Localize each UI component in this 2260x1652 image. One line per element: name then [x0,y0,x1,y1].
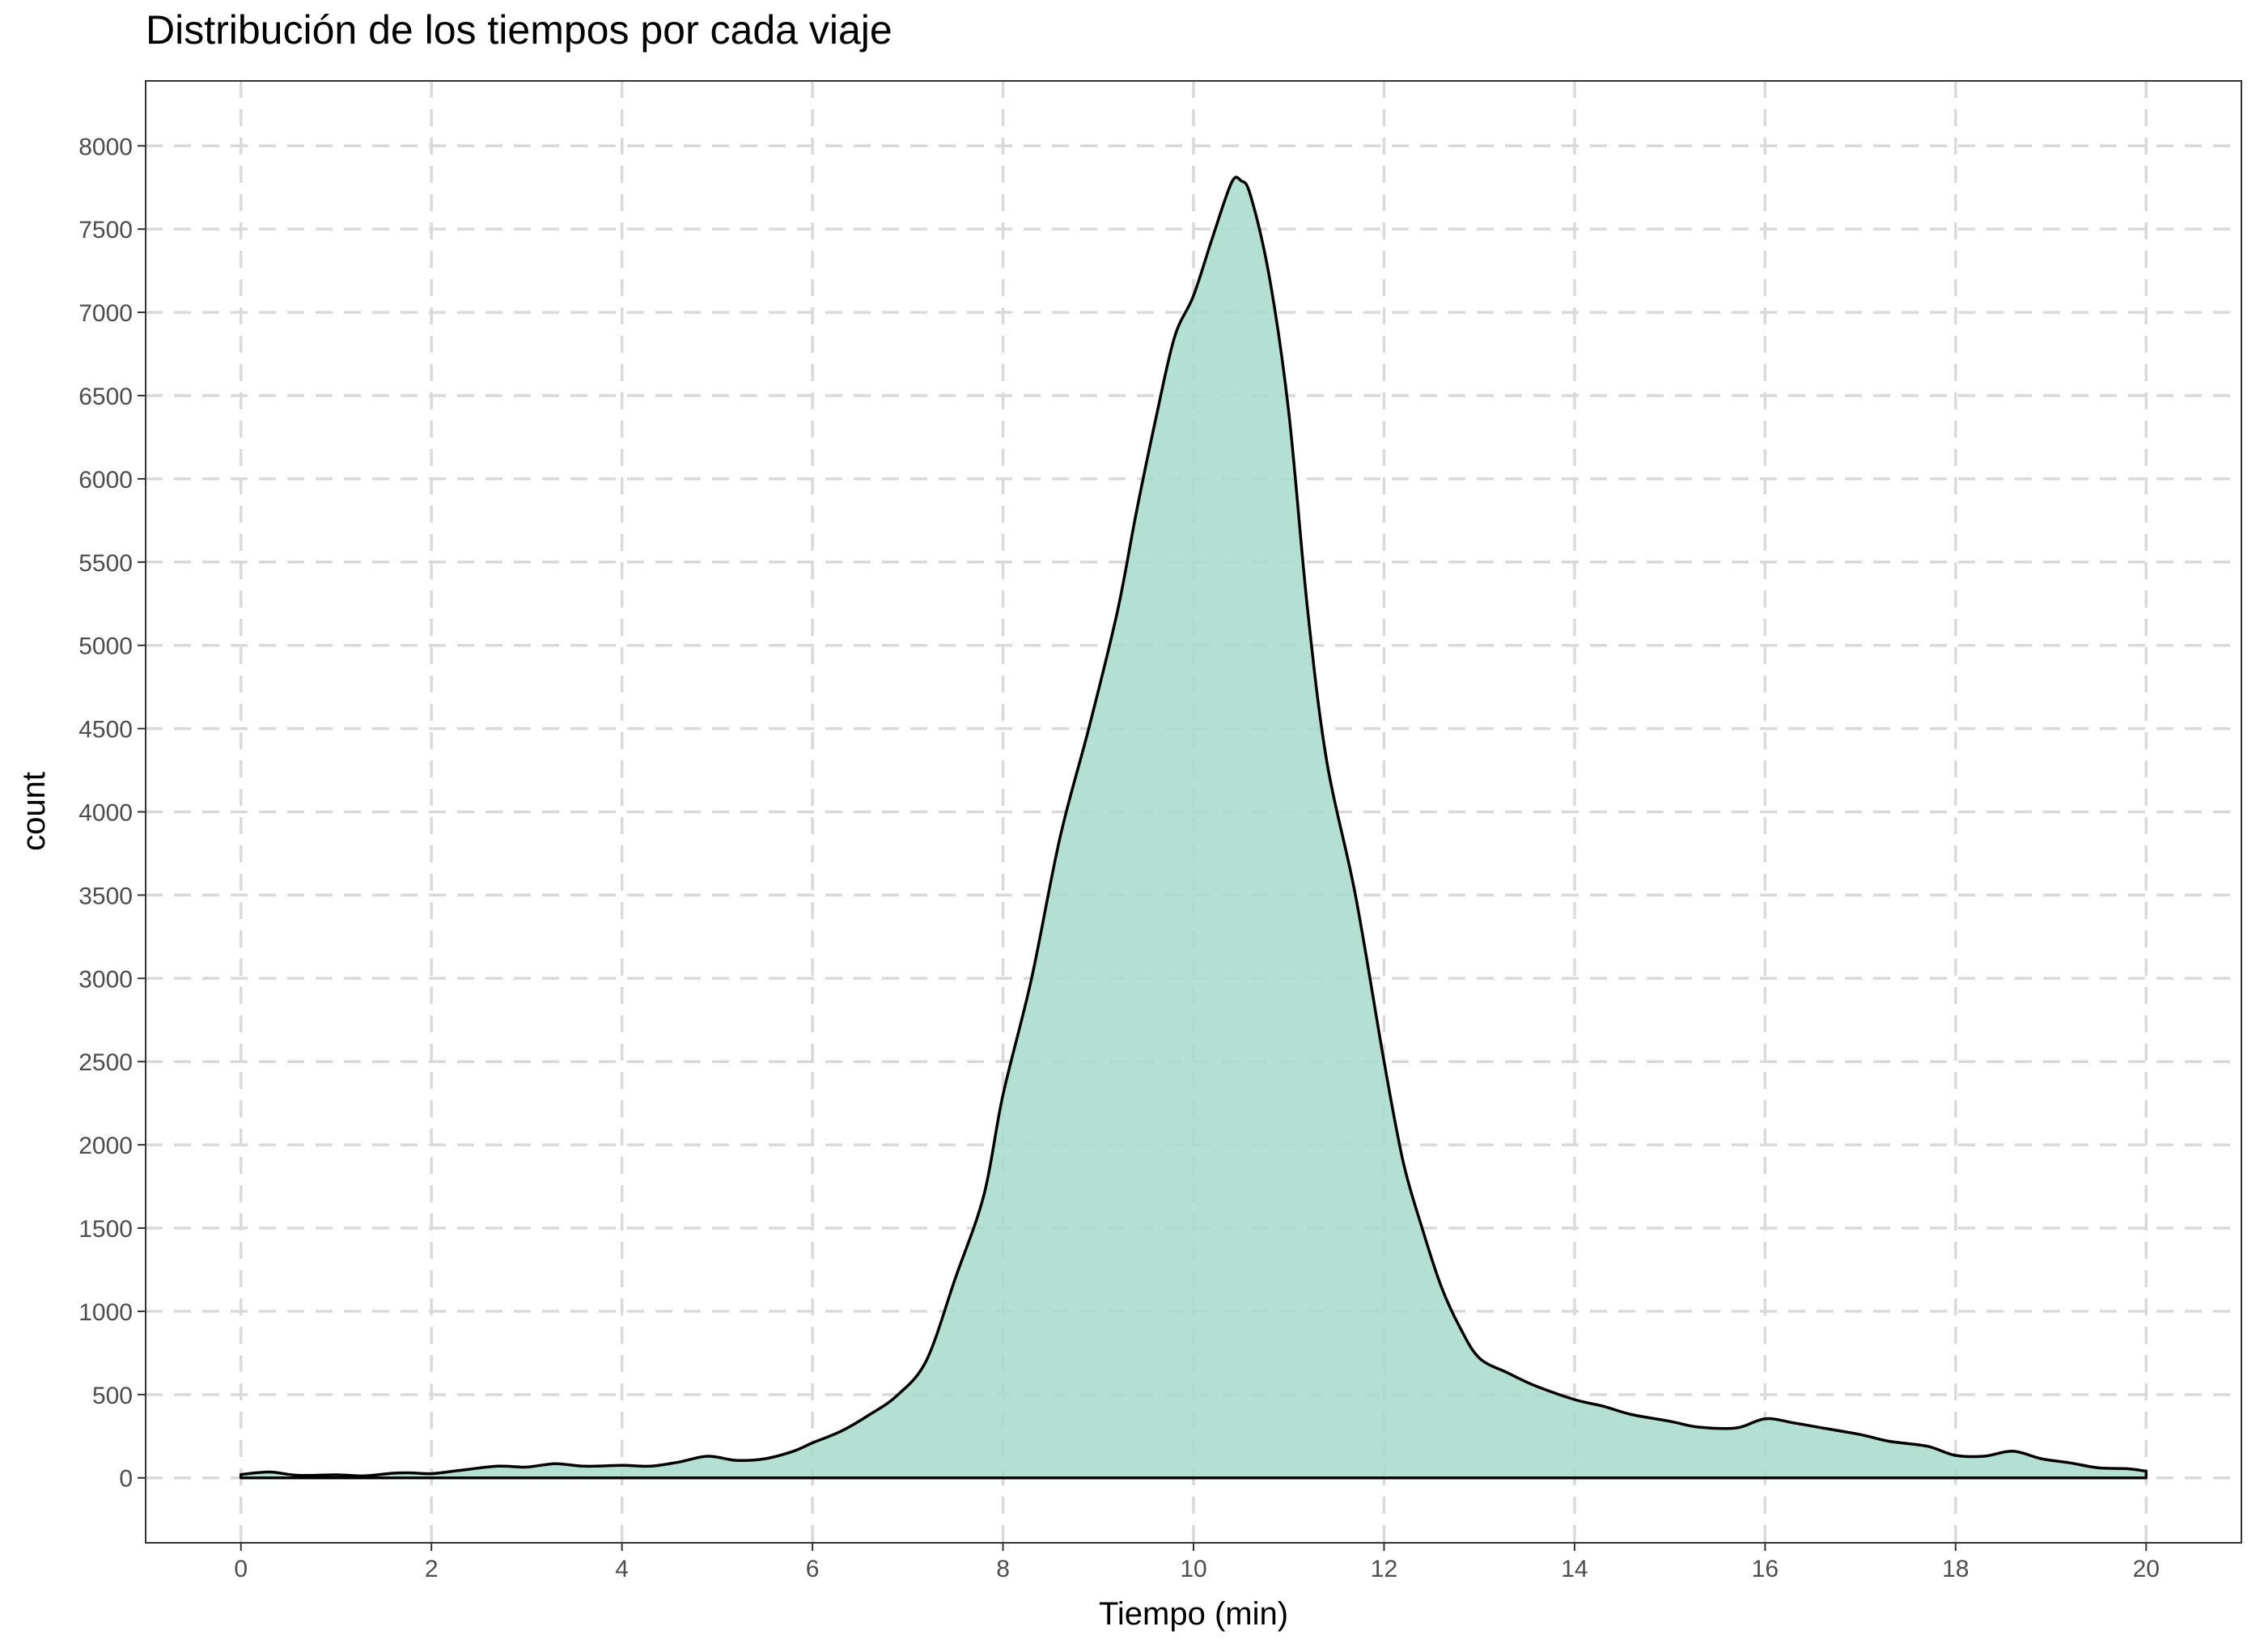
x-tick-label: 4 [615,1556,629,1582]
y-tick-label: 5000 [78,633,133,660]
x-tick-label: 8 [996,1556,1010,1582]
x-tick-label: 14 [1561,1556,1588,1582]
x-tick-label: 12 [1371,1556,1397,1582]
x-axis: 0 2 4 6 8 10 12 14 16 18 20 [234,1543,2160,1582]
y-tick-label: 2500 [78,1049,133,1076]
y-axis-title: count [16,772,52,851]
y-tick-label: 8000 [78,133,133,160]
x-tick-label: 0 [234,1556,248,1582]
y-tick-label: 6500 [78,383,133,410]
y-tick-label: 7000 [78,300,133,327]
y-tick-label: 5500 [78,550,133,577]
y-tick-label: 7500 [78,217,133,244]
density-area [239,176,2148,1480]
y-tick-label: 4000 [78,800,133,827]
x-tick-label: 2 [425,1556,439,1582]
x-tick-label: 6 [806,1556,820,1582]
y-tick-label: 3500 [78,883,133,909]
y-tick-label: 6000 [78,467,133,493]
y-tick-label: 0 [119,1466,133,1493]
x-axis-title: Tiempo (min) [1099,1596,1288,1632]
y-tick-label: 500 [92,1383,133,1409]
y-axis: 0 500 1000 1500 2000 2500 3000 3500 4000 4500 5000… [78,133,146,1493]
chart-title: Distribución de los tiempos por cada via… [146,7,893,53]
x-tick-label: 16 [1752,1556,1779,1582]
x-tick-label: 20 [2133,1556,2160,1582]
y-tick-label: 4500 [78,717,133,743]
y-tick-label: 1500 [78,1216,133,1243]
y-tick-label: 1000 [78,1299,133,1326]
x-tick-label: 10 [1180,1556,1206,1582]
y-tick-label: 2000 [78,1133,133,1159]
y-tick-label: 3000 [78,966,133,993]
x-tick-label: 18 [1942,1556,1969,1582]
